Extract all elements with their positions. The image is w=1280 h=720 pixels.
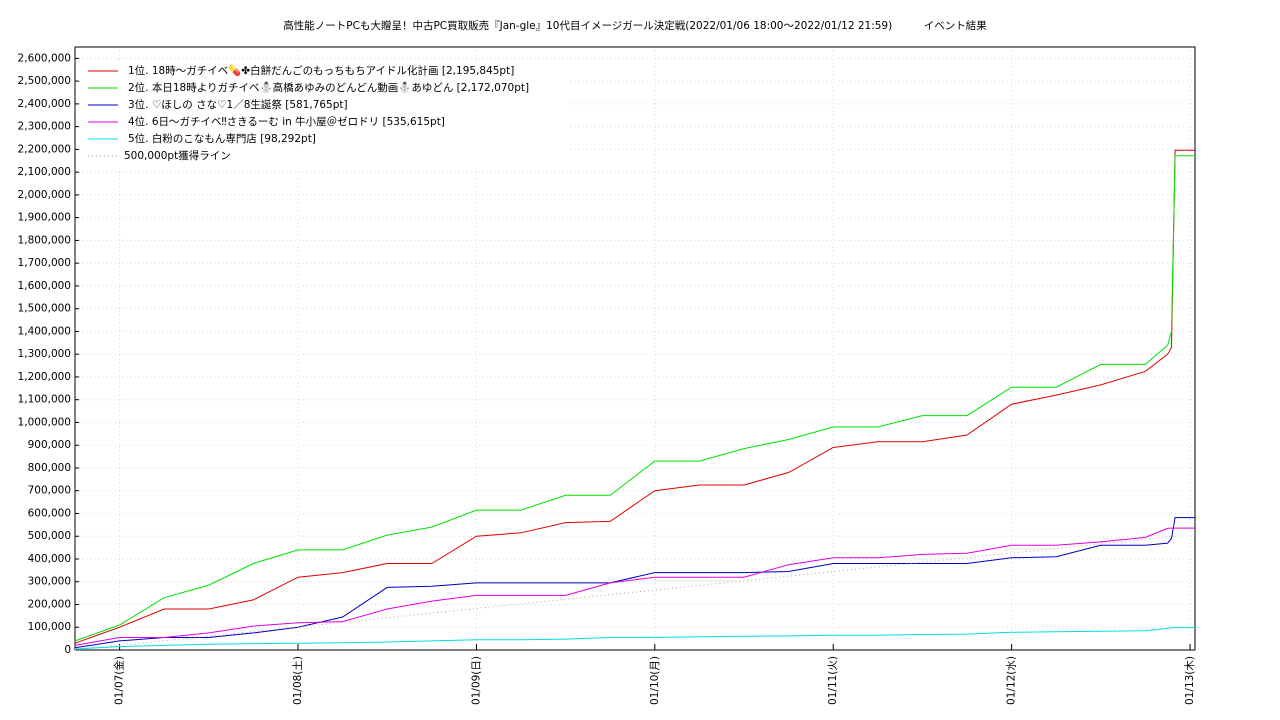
legend-label: 1位. 18時～ガチイベ💊✤白餅だんごのもっちもちアイドル化計画 [2,195,… — [128, 64, 514, 77]
y-tick-label: 2,000,000 — [18, 189, 71, 201]
y-tick-label: 900,000 — [28, 439, 71, 451]
plot-frame — [74, 46, 1196, 651]
y-tick-label: 600,000 — [28, 507, 71, 519]
x-tick-label: 01/12(水) — [1006, 656, 1018, 705]
y-tick-label: 800,000 — [28, 462, 71, 474]
y-tick-label: 1,600,000 — [18, 280, 71, 292]
series-line — [74, 535, 1176, 651]
legend-label: 500,000pt獲得ライン — [124, 149, 231, 162]
y-tick-label: 1,000,000 — [18, 416, 71, 428]
y-tick-label: 1,400,000 — [18, 325, 71, 337]
legend: 1位. 18時～ガチイベ💊✤白餅だんごのもっちもちアイドル化計画 [2,195,… — [80, 60, 570, 170]
chart-title: 高性能ノートPCも大贈呈！中古PC買取販売『Jan-gle』10代目イメージガー… — [283, 19, 987, 32]
y-tick-label: 1,800,000 — [18, 234, 71, 246]
y-tick-label: 700,000 — [28, 485, 71, 497]
series-line — [74, 155, 1195, 642]
y-tick-label: 0 — [64, 644, 71, 656]
x-tick-label: 01/11(火) — [827, 656, 839, 705]
legend-label: 5位. 白粉のこなもん専門店 [98,292pt] — [128, 132, 316, 145]
y-tick-label: 400,000 — [28, 553, 71, 565]
legend-label: 4位. 6日～ガチイベ‼さきるーむ in 牛小屋＠ゼロドリ [535,615pt… — [128, 115, 445, 128]
x-tick-label: 01/07(金) — [113, 656, 126, 705]
series-line — [74, 517, 1195, 649]
series-line — [74, 627, 1195, 650]
x-tick-label: 01/13(木) — [1184, 656, 1196, 705]
legend-box — [80, 60, 570, 170]
y-tick-label: 2,100,000 — [18, 166, 71, 178]
x-tick-label: 01/08(土) — [291, 656, 304, 705]
y-tick-label: 1,900,000 — [18, 212, 71, 224]
y-tick-label: 200,000 — [28, 598, 71, 610]
legend-label: 3位. ♡ほしの さな♡1／8生誕祭 [581,765pt] — [128, 98, 348, 111]
legend-label: 2位. 本日18時よりガチイベ⛄高橋あゆみのどんどん動画⛄あゆどん [2,172… — [128, 81, 529, 94]
y-tick-label: 1,200,000 — [18, 371, 71, 383]
x-tick-label: 01/10(月) — [649, 656, 661, 705]
y-tick-label: 500,000 — [28, 530, 71, 542]
y-tick-label: 1,100,000 — [18, 394, 71, 406]
y-tick-label: 2,400,000 — [18, 98, 71, 110]
y-tick-label: 1,700,000 — [18, 257, 71, 269]
y-tick-label: 100,000 — [28, 621, 71, 633]
y-tick-label: 1,300,000 — [18, 348, 71, 360]
y-tick-label: 2,200,000 — [18, 143, 71, 155]
y-tick-label: 2,300,000 — [18, 121, 71, 133]
y-tick-label: 300,000 — [28, 576, 71, 588]
y-tick-label: 1,500,000 — [18, 303, 71, 315]
y-tick-label: 2,500,000 — [18, 75, 71, 87]
x-tick-label: 01/09(日) — [470, 656, 482, 705]
series-line — [74, 527, 1195, 646]
series-line — [74, 149, 1195, 644]
y-tick-label: 2,600,000 — [18, 52, 71, 64]
